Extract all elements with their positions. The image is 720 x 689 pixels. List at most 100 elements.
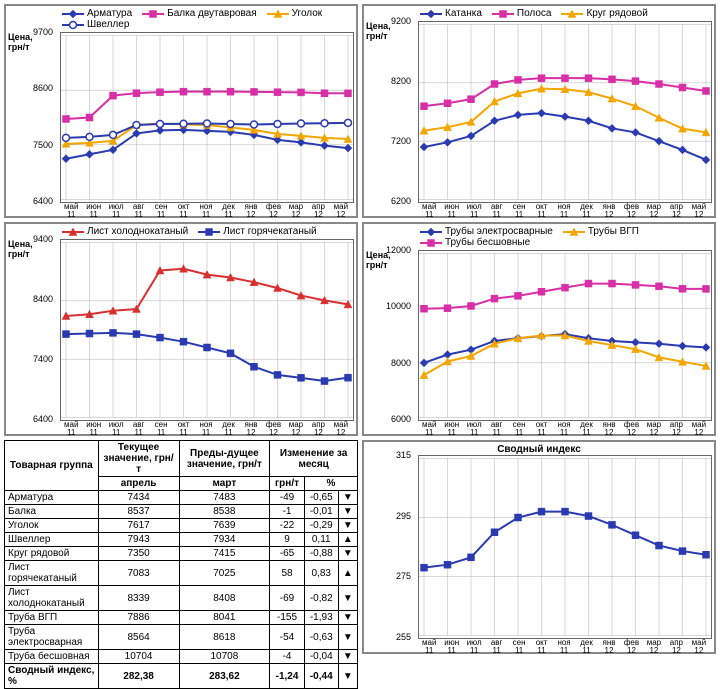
legend-label: Лист холоднокатаный: [87, 226, 188, 237]
row-prev: 7025: [179, 561, 270, 586]
legend-label: Катанка: [445, 8, 482, 19]
row-label: Труба бесшовная: [5, 650, 99, 664]
legend: Трубы электросварные Трубы ВГП Трубы бес…: [364, 224, 714, 250]
th-ch-abs: грн/т: [270, 477, 305, 491]
summary-table: Товарная группа Текущее значение, грн/т …: [4, 440, 358, 650]
row-prev: 8538: [179, 505, 270, 519]
row-curr: 7434: [98, 491, 179, 505]
xtick: май12: [330, 421, 352, 437]
row-pct: -0,29: [304, 519, 338, 533]
row-curr: 8339: [98, 586, 179, 611]
xtick: ноя11: [195, 421, 217, 437]
xtick: апр12: [665, 421, 687, 437]
xtick: мар12: [643, 421, 665, 437]
xtick: фев12: [620, 421, 642, 437]
th-prev-sub: март: [179, 477, 270, 491]
row-curr: 7083: [98, 561, 179, 586]
row-prev: 8408: [179, 586, 270, 611]
legend-label: Балка двутавровая: [167, 8, 256, 19]
row-abs: 58: [270, 561, 305, 586]
xtick: янв12: [598, 203, 620, 219]
xtick: сен11: [508, 639, 530, 655]
xtick: июл11: [463, 203, 485, 219]
xtick: дек11: [217, 421, 239, 437]
plot-area: [60, 239, 354, 421]
legend-item: Уголок: [267, 8, 323, 19]
legend-item: Арматура: [62, 8, 132, 19]
th-group: Товарная группа: [5, 441, 99, 491]
row-curr: 7943: [98, 533, 179, 547]
th-change: Изменение за месяц: [270, 441, 358, 477]
xtick: ноя11: [553, 203, 575, 219]
summary-pct: -0,44: [304, 664, 338, 689]
xtick: июл11: [105, 421, 127, 437]
row-abs: -54: [270, 625, 305, 650]
xtick: янв12: [598, 639, 620, 655]
row-curr: 7350: [98, 547, 179, 561]
row-label: Труба электросварная: [5, 625, 99, 650]
legend: Катанка Полоса Круг рядовой: [364, 6, 714, 21]
legend-label: Арматура: [87, 8, 132, 19]
plot-area: [418, 250, 712, 421]
xtick: окт11: [530, 203, 552, 219]
row-dir: ▼: [338, 505, 357, 519]
row-dir: ▼: [338, 625, 357, 650]
xtick: сен11: [508, 421, 530, 437]
xtick: ноя11: [195, 203, 217, 219]
legend-item: Трубы бесшовные: [420, 237, 530, 248]
row-prev: 10708: [179, 650, 270, 664]
xtick: ноя11: [553, 421, 575, 437]
xtick: июл11: [463, 639, 485, 655]
row-dir: ▼: [338, 650, 357, 664]
plot-area: [418, 455, 712, 639]
chart-2: Катанка Полоса Круг рядовой Цена, грн/т …: [362, 4, 716, 218]
xtick: дек11: [575, 421, 597, 437]
xtick: фев12: [620, 203, 642, 219]
row-abs: -49: [270, 491, 305, 505]
row-prev: 8041: [179, 611, 270, 625]
row-abs: -65: [270, 547, 305, 561]
xtick: авг11: [485, 421, 507, 437]
summary-label: Сводный индекс, %: [5, 664, 99, 689]
legend-label: Лист горячекатаный: [223, 226, 316, 237]
summary-abs: -1,24: [270, 664, 305, 689]
row-prev: 7639: [179, 519, 270, 533]
chart-4: Трубы электросварные Трубы ВГП Трубы бес…: [362, 222, 716, 436]
chart-index: Сводный индекс 315295275255 май11июн11ию…: [362, 440, 716, 654]
legend-label: Трубы электросварные: [445, 226, 553, 237]
xtick: июл11: [463, 421, 485, 437]
row-prev: 7483: [179, 491, 270, 505]
row-label: Швеллер: [5, 533, 99, 547]
legend: Арматура Балка двутавровая Уголок Швелле…: [6, 6, 356, 32]
legend: Лист холоднокатаный Лист горячекатаный: [6, 224, 356, 239]
xtick: мар12: [285, 421, 307, 437]
xtick: май11: [418, 203, 440, 219]
xtick: май11: [60, 203, 82, 219]
xtick: сен11: [150, 421, 172, 437]
legend-item: Трубы электросварные: [420, 226, 553, 237]
legend-item: Лист горячекатаный: [198, 226, 316, 237]
xtick: фев12: [262, 421, 284, 437]
legend-item: Полоса: [492, 8, 552, 19]
xtick: ноя11: [553, 639, 575, 655]
row-pct: -0,63: [304, 625, 338, 650]
row-dir: ▼: [338, 547, 357, 561]
legend-item: Круг рядовой: [561, 8, 647, 19]
legend-label: Швеллер: [87, 19, 129, 30]
row-curr: 7617: [98, 519, 179, 533]
row-pct: -1,93: [304, 611, 338, 625]
row-pct: -0,88: [304, 547, 338, 561]
row-abs: 9: [270, 533, 305, 547]
th-current: Текущее значение, грн/т: [98, 441, 179, 477]
legend-item: Лист холоднокатаный: [62, 226, 188, 237]
xtick: сен11: [508, 203, 530, 219]
plot-area: [418, 21, 712, 203]
chart-title: Сводный индекс: [364, 442, 714, 455]
row-dir: ▼: [338, 611, 357, 625]
row-pct: 0,11: [304, 533, 338, 547]
summary-prev: 283,62: [179, 664, 270, 689]
row-label: Балка: [5, 505, 99, 519]
legend-label: Полоса: [517, 8, 552, 19]
row-pct: -0,04: [304, 650, 338, 664]
th-previous: Преды-дущее значение, грн/т: [179, 441, 270, 477]
